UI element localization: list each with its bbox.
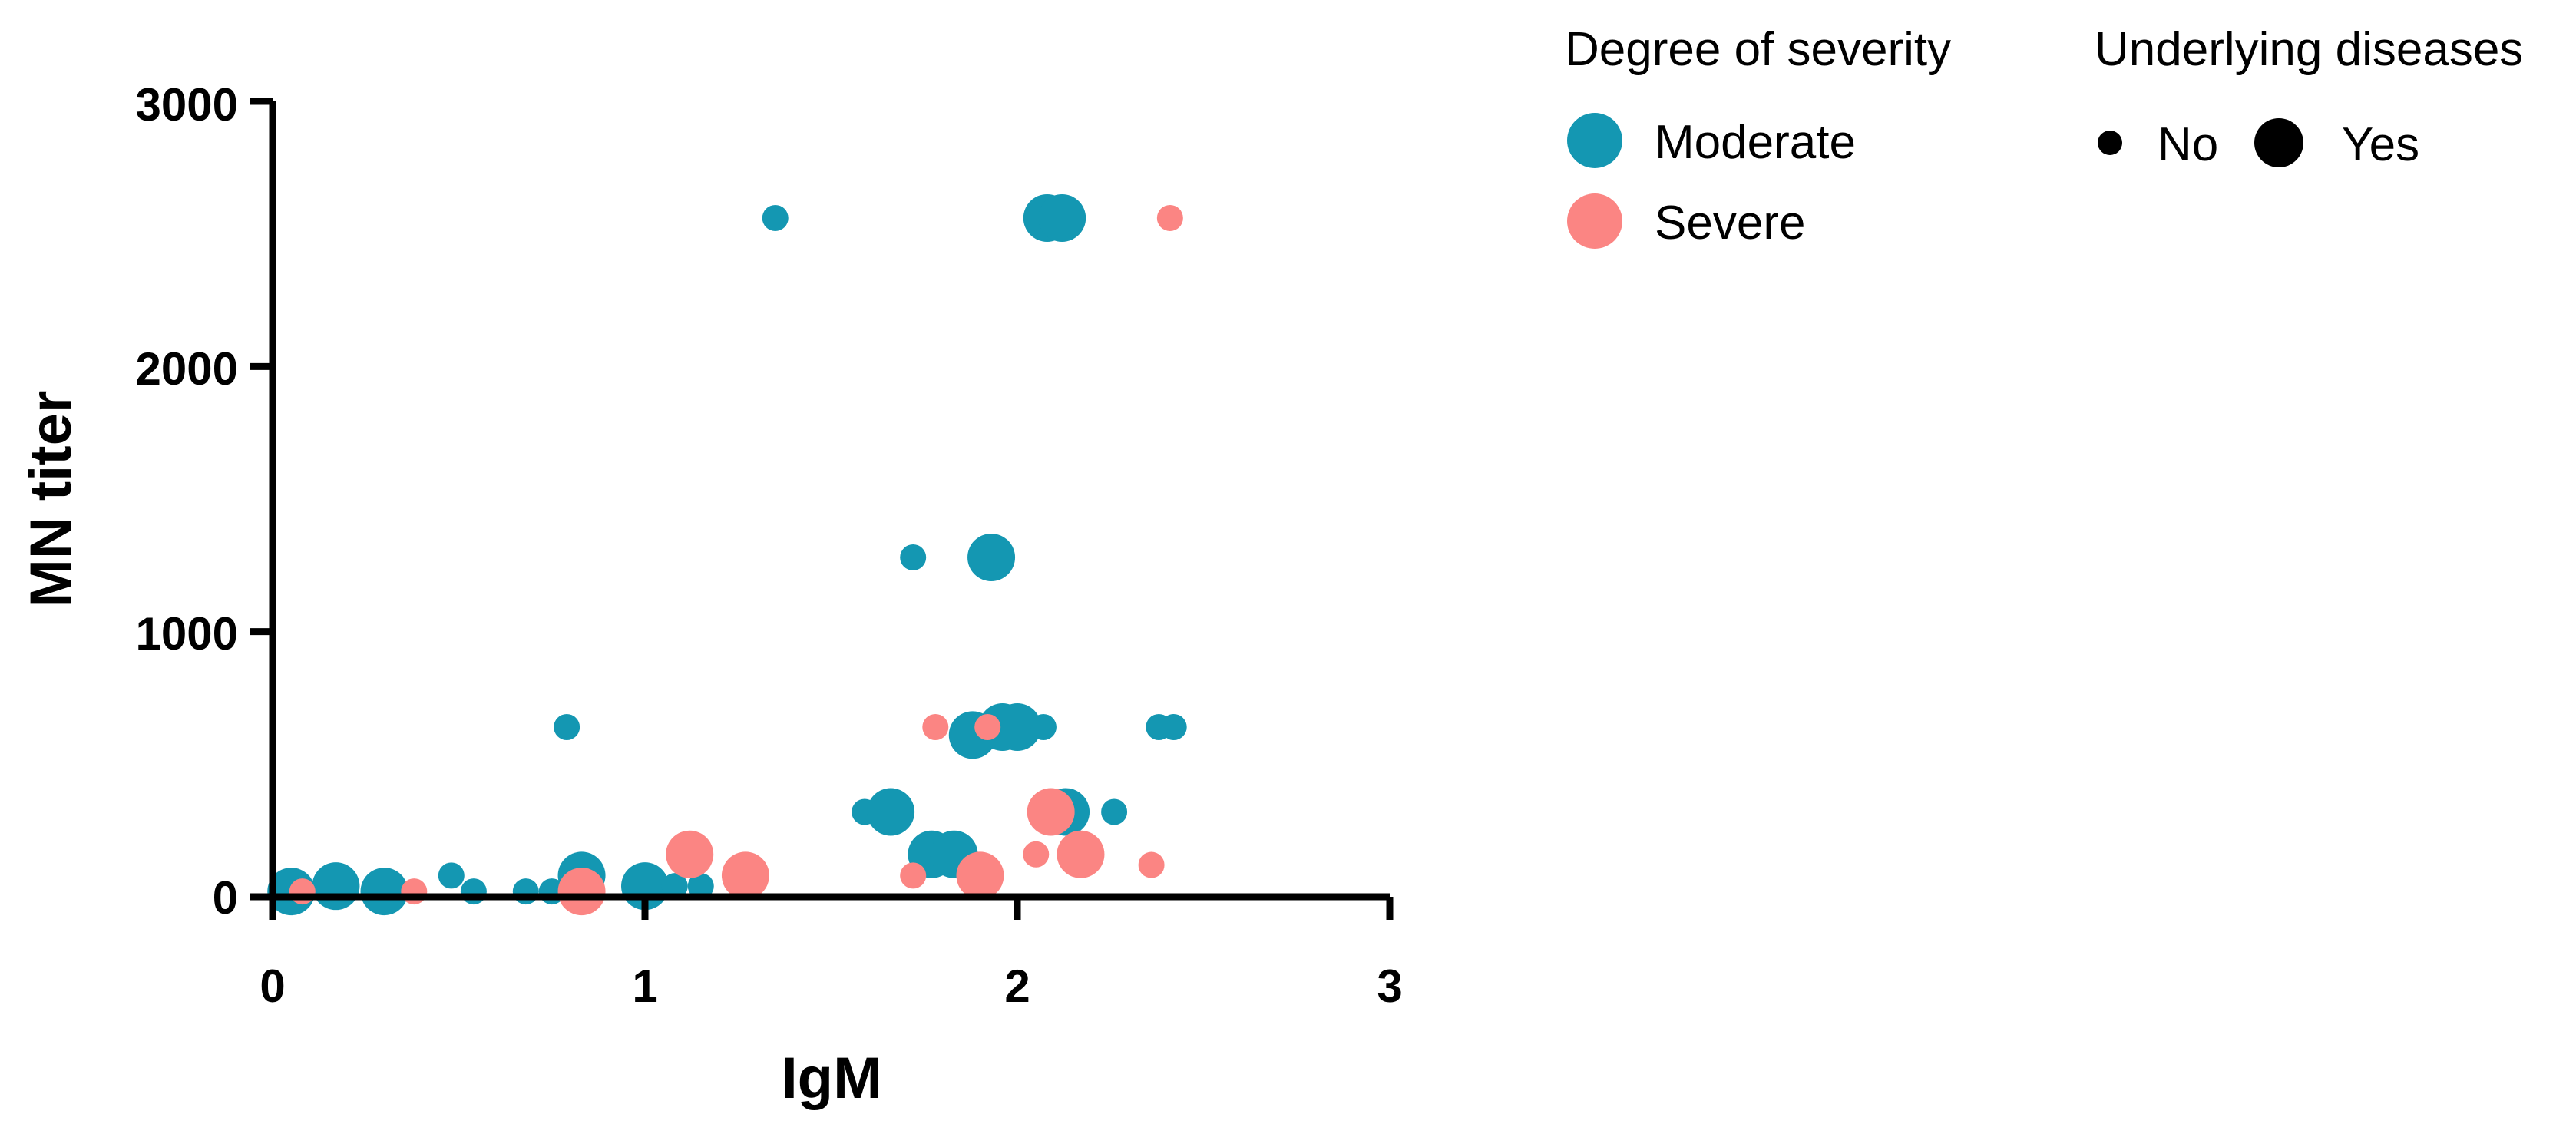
tick-marks (250, 98, 1394, 920)
point-severe (557, 868, 606, 916)
point-moderate (661, 873, 688, 900)
point-severe (974, 713, 1001, 740)
point-moderate (967, 533, 1016, 581)
point-moderate (687, 873, 714, 900)
legend-yes-label: Yes (2342, 118, 2419, 171)
point-moderate (512, 878, 539, 905)
point-moderate (1101, 798, 1128, 825)
x-tick-label: 1 (632, 960, 657, 1012)
point-severe (1156, 204, 1183, 231)
point-moderate (312, 862, 360, 911)
x-tick-label: 0 (260, 960, 285, 1012)
y-tick-label: 0 (213, 872, 238, 924)
point-severe (1057, 830, 1105, 878)
point-severe (922, 713, 949, 740)
point-moderate (554, 713, 580, 740)
point-moderate (1160, 713, 1187, 740)
point-moderate (460, 878, 487, 905)
point-moderate (360, 868, 408, 916)
legend-moderate-label: Moderate (1655, 116, 1856, 169)
point-moderate (438, 862, 465, 889)
legend-diseases-title: Underlying diseases (2095, 23, 2523, 76)
legend-severity: Degree of severity Moderate Severe (1565, 23, 1951, 250)
point-severe (1138, 851, 1165, 878)
legend-severity-title: Degree of severity (1565, 23, 1951, 76)
point-severe (666, 830, 714, 878)
point-moderate (867, 788, 915, 836)
legend-moderate-marker (1567, 113, 1622, 168)
point-severe (721, 851, 769, 900)
point-severe (956, 851, 1004, 900)
point-severe (289, 878, 316, 905)
point-severe (1027, 788, 1075, 836)
y-axis-title: MN titer (18, 391, 84, 608)
x-tick-label: 2 (1004, 960, 1030, 1012)
point-moderate (994, 703, 1041, 751)
x-axis-title: IgM (782, 1046, 882, 1111)
point-severe (1023, 841, 1050, 868)
point-severe (401, 878, 428, 905)
legend-underlying-diseases: Underlying diseases No Yes (2095, 23, 2523, 171)
point-moderate (762, 204, 789, 231)
data-points (267, 193, 1187, 916)
legend-no-marker (2098, 131, 2122, 155)
y-tick-label: 1000 (136, 608, 238, 660)
legend-yes-marker (2254, 118, 2303, 167)
point-moderate (1030, 713, 1057, 740)
point-severe (900, 862, 927, 889)
legend-severe-marker (1567, 193, 1622, 249)
legend-no-label: No (2158, 118, 2218, 171)
y-tick-label: 2000 (136, 343, 238, 395)
x-tick-label: 3 (1377, 960, 1402, 1012)
legend-severe-label: Severe (1655, 197, 1805, 250)
point-moderate (900, 544, 927, 570)
y-tick-label: 3000 (136, 79, 238, 131)
point-moderate (1038, 193, 1086, 242)
